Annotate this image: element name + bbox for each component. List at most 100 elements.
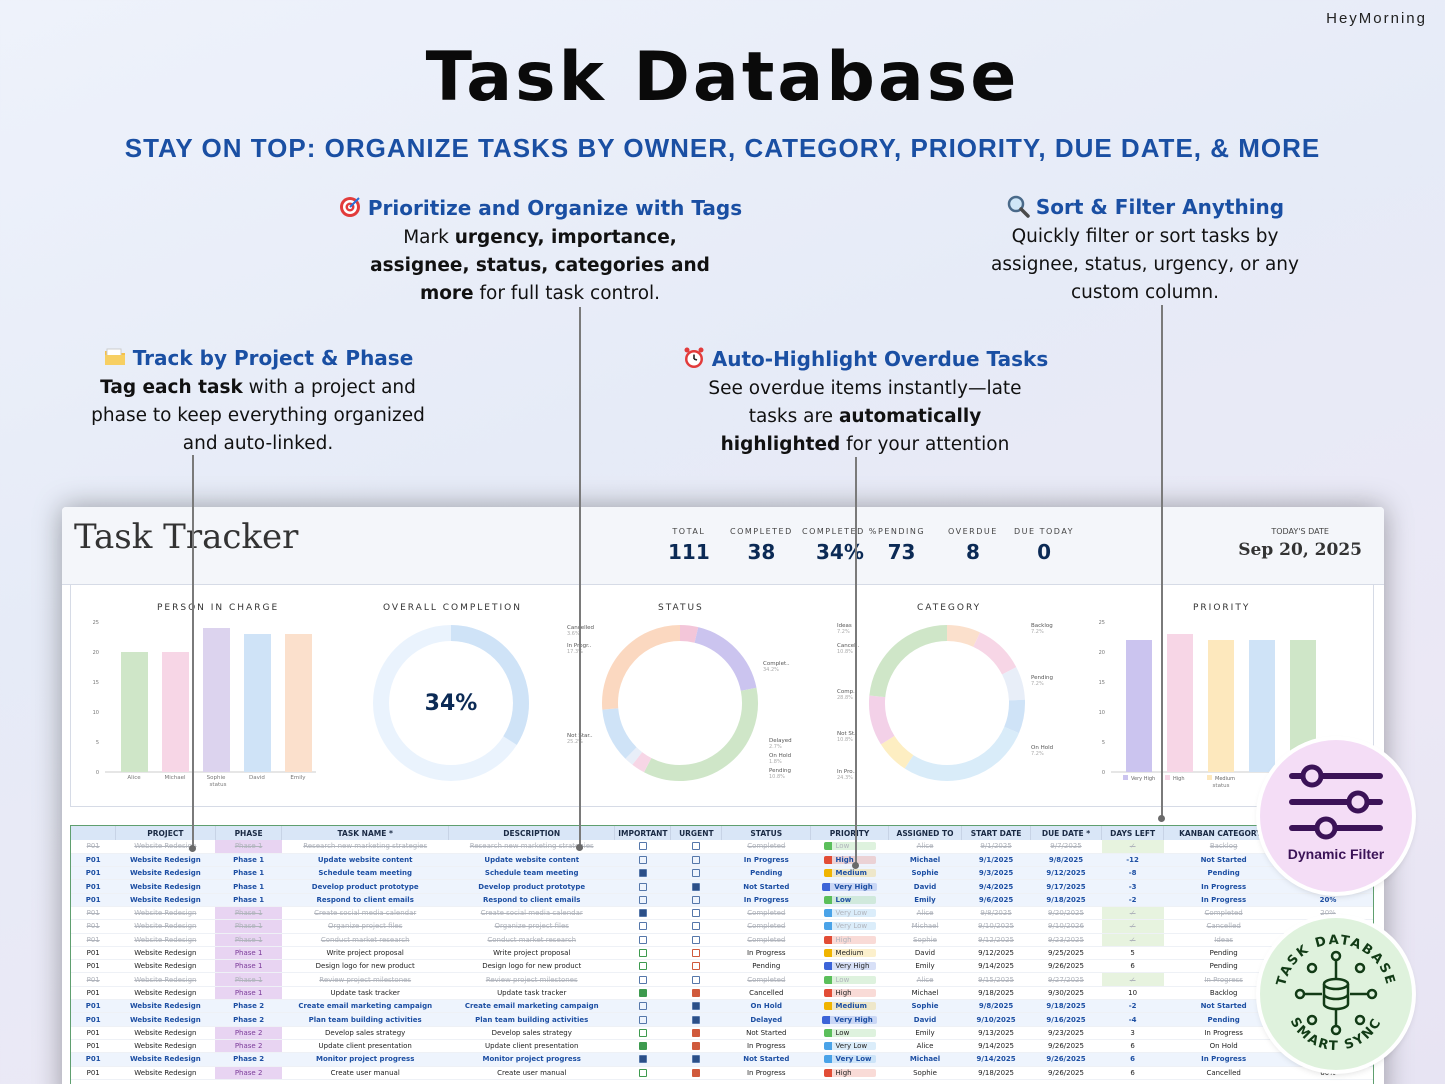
cell-task-name[interactable]: Develop product prototype bbox=[281, 879, 449, 894]
cell-description[interactable]: Update client presentation bbox=[448, 1039, 615, 1054]
cell-kanban[interactable]: Cancelled bbox=[1163, 919, 1284, 934]
cell-project[interactable]: Website Redesign bbox=[115, 933, 216, 947]
cell-assignee[interactable]: Emily bbox=[888, 1026, 962, 1040]
cell-start-date[interactable]: 9/14/2025 bbox=[961, 959, 1031, 974]
important-checkbox[interactable] bbox=[638, 1055, 647, 1064]
cell-assignee[interactable]: Michael bbox=[888, 986, 962, 1001]
cell-start-date[interactable]: 9/14/2025 bbox=[961, 1039, 1031, 1054]
cell-status[interactable]: Not Started bbox=[721, 1052, 811, 1067]
urgent-checkbox[interactable] bbox=[692, 882, 701, 891]
priority-tag[interactable]: Medium bbox=[823, 1002, 876, 1011]
cell-due-date[interactable]: 9/23/2025 bbox=[1030, 1026, 1102, 1040]
cell-kanban[interactable]: Ideas bbox=[1163, 933, 1284, 947]
column-header[interactable]: KANBAN CATEGORY * bbox=[1163, 826, 1285, 840]
urgent-checkbox[interactable] bbox=[692, 909, 701, 918]
table-row[interactable]: P01 Website Redesign Phase 1 Update website… bbox=[71, 853, 1373, 868]
column-header[interactable]: STATUS bbox=[721, 826, 812, 840]
cell-phase[interactable]: Phase 1 bbox=[215, 879, 282, 894]
cell-assignee[interactable]: Alice bbox=[888, 840, 962, 854]
cell-priority[interactable]: Medium bbox=[810, 946, 889, 961]
cell-urgent[interactable] bbox=[670, 893, 722, 907]
column-header[interactable]: START DATE bbox=[961, 826, 1031, 840]
cell-assignee[interactable]: Michael bbox=[888, 1052, 962, 1067]
cell-task-name[interactable]: Update task tracker bbox=[281, 986, 449, 1001]
cell-description[interactable]: Schedule team meeting bbox=[448, 866, 615, 881]
cell-urgent[interactable] bbox=[670, 1012, 722, 1027]
table-row[interactable]: P01 Website Redesign Phase 1 Respond to cli… bbox=[71, 893, 1373, 907]
cell-description[interactable]: Respond to client emails bbox=[448, 893, 615, 907]
cell-kanban[interactable]: Cancelled bbox=[1163, 1066, 1284, 1080]
column-header[interactable]: PROJECT bbox=[115, 826, 216, 840]
table-row[interactable]: P01 Website Redesign Phase 2 Update client … bbox=[71, 1039, 1373, 1054]
cell-description[interactable]: Organize project files bbox=[448, 919, 615, 934]
cell-start-date[interactable]: 9/15/2025 bbox=[961, 972, 1031, 987]
cell-important[interactable] bbox=[614, 959, 671, 974]
important-checkbox[interactable] bbox=[638, 869, 647, 878]
table-row[interactable]: P01 Website Redesign Phase 1 Review project… bbox=[71, 972, 1373, 987]
cell-important[interactable] bbox=[614, 1066, 671, 1080]
cell-assignee[interactable]: Emily bbox=[888, 893, 962, 907]
cell-start-date[interactable]: 9/4/2025 bbox=[961, 879, 1031, 894]
urgent-checkbox[interactable] bbox=[692, 962, 701, 971]
cell-due-date[interactable]: 9/17/2025 bbox=[1030, 879, 1102, 894]
cell-project[interactable]: Website Redesign bbox=[115, 1052, 216, 1067]
cell-project[interactable]: Website Redesign bbox=[115, 866, 216, 881]
cell-start-date[interactable]: 9/12/2025 bbox=[961, 946, 1031, 961]
cell-due-date[interactable]: 9/30/2025 bbox=[1030, 986, 1102, 1001]
cell-important[interactable] bbox=[614, 1012, 671, 1027]
priority-tag[interactable]: Very High bbox=[822, 1015, 877, 1024]
cell-priority[interactable]: Medium bbox=[810, 999, 889, 1014]
cell-status[interactable]: Delayed bbox=[721, 1012, 811, 1027]
cell-status[interactable]: Not Started bbox=[721, 879, 811, 894]
urgent-checkbox[interactable] bbox=[692, 1028, 701, 1037]
cell-important[interactable] bbox=[614, 1026, 671, 1040]
urgent-checkbox[interactable] bbox=[692, 895, 701, 904]
cell-assignee[interactable]: Alice bbox=[888, 1039, 962, 1054]
cell-status[interactable]: Cancelled bbox=[721, 986, 811, 1001]
cell-project[interactable]: Website Redesign bbox=[115, 1026, 216, 1040]
urgent-checkbox[interactable] bbox=[692, 1068, 701, 1077]
cell-important[interactable] bbox=[614, 853, 671, 868]
cell-status[interactable]: Completed bbox=[721, 972, 811, 987]
table-row[interactable]: P01 Website Redesign Phase 2 Create user ma… bbox=[71, 1066, 1373, 1080]
cell-assignee[interactable]: Emily bbox=[888, 959, 962, 974]
cell-assignee[interactable]: David bbox=[888, 1012, 962, 1027]
important-checkbox[interactable] bbox=[638, 1015, 647, 1024]
cell-status[interactable]: Completed bbox=[721, 933, 811, 947]
cell-important[interactable] bbox=[614, 893, 671, 907]
cell-assignee[interactable]: Alice bbox=[888, 972, 962, 987]
table-row[interactable]: P01 Website Redesign Phase 2 Plan team buil… bbox=[71, 1012, 1373, 1027]
cell-project[interactable]: Website Redesign bbox=[115, 853, 216, 868]
cell-project[interactable]: Website Redesign bbox=[115, 1066, 216, 1080]
cell-kanban[interactable]: Pending bbox=[1163, 959, 1284, 974]
cell-task-name[interactable]: Conduct market research bbox=[281, 933, 449, 947]
cell-important[interactable] bbox=[614, 999, 671, 1014]
important-checkbox[interactable] bbox=[638, 842, 647, 851]
urgent-checkbox[interactable] bbox=[692, 949, 701, 958]
cell-phase[interactable]: Phase 1 bbox=[215, 933, 282, 947]
priority-tag[interactable]: High bbox=[823, 1068, 876, 1077]
cell-task-name[interactable]: Write project proposal bbox=[281, 946, 449, 961]
cell-urgent[interactable] bbox=[670, 999, 722, 1014]
cell-kanban[interactable]: Not Started bbox=[1163, 853, 1284, 868]
cell-kanban[interactable]: Backlog bbox=[1163, 986, 1284, 1001]
cell-assignee[interactable]: Sophie bbox=[888, 999, 962, 1014]
cell-description[interactable]: Review project milestones bbox=[448, 972, 615, 987]
cell-phase[interactable]: Phase 2 bbox=[215, 1052, 282, 1067]
cell-status[interactable]: In Progress bbox=[721, 1039, 811, 1054]
cell-project[interactable]: Website Redesign bbox=[115, 893, 216, 907]
cell-description[interactable]: Develop sales strategy bbox=[448, 1026, 615, 1040]
cell-urgent[interactable] bbox=[670, 853, 722, 868]
cell-task-name[interactable]: Monitor project progress bbox=[281, 1052, 449, 1067]
cell-important[interactable] bbox=[614, 1039, 671, 1054]
cell-task-name[interactable]: Create user manual bbox=[281, 1066, 449, 1080]
priority-tag[interactable]: Low bbox=[823, 895, 876, 904]
cell-urgent[interactable] bbox=[670, 959, 722, 974]
cell-due-date[interactable]: 9/18/2025 bbox=[1030, 999, 1102, 1014]
cell-description[interactable]: Monitor project progress bbox=[448, 1052, 615, 1067]
cell-project[interactable]: Website Redesign bbox=[115, 879, 216, 894]
cell-due-date[interactable]: 9/10/2026 bbox=[1030, 919, 1102, 934]
cell-phase[interactable]: Phase 2 bbox=[215, 999, 282, 1014]
cell-description[interactable]: Update task tracker bbox=[448, 986, 615, 1001]
cell-important[interactable] bbox=[614, 933, 671, 947]
